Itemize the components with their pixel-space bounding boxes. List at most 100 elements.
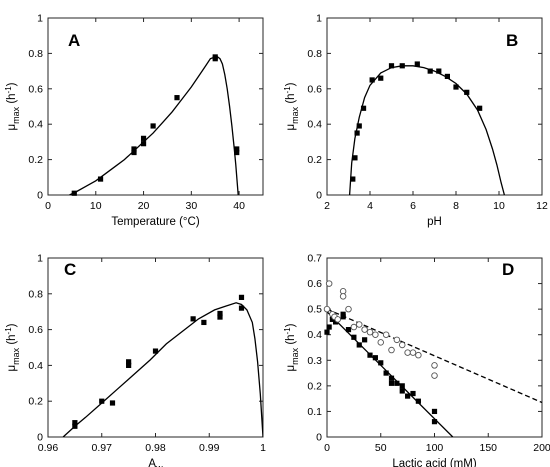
y-axis-label: μmax (h-1) — [283, 323, 300, 371]
data-point-square — [71, 190, 77, 196]
y-tick-label: 0.6 — [307, 83, 322, 95]
y-tick-label: 0.4 — [28, 119, 43, 131]
y-tick-label: 0.6 — [28, 324, 43, 336]
data-point-square — [190, 316, 196, 322]
x-tick-label: 0.98 — [145, 442, 166, 454]
x-tick-label: 8 — [453, 200, 459, 212]
y-tick-label: 0.4 — [307, 329, 322, 341]
data-point-square — [356, 123, 362, 129]
y-axis-label: μmax (h-1) — [4, 82, 21, 130]
data-point-square — [444, 73, 450, 80]
data-point-square — [453, 84, 459, 90]
y-tick-label: 0.8 — [28, 288, 43, 300]
y-label-close: ) — [6, 323, 18, 327]
y-label-exp: -1 — [283, 86, 292, 94]
fit-curve — [327, 311, 454, 437]
data-point-square — [356, 342, 362, 348]
data-point-square — [378, 75, 384, 81]
data-point-circle — [361, 326, 368, 333]
data-point-square — [201, 319, 207, 326]
data-point-square — [378, 360, 384, 366]
data-point-square — [388, 63, 395, 69]
y-label-exp: -1 — [283, 327, 292, 335]
x-tick-label: 0 — [324, 442, 330, 454]
data-point-square — [350, 176, 356, 182]
data-point-circle — [334, 316, 342, 323]
data-point-circle — [372, 331, 379, 338]
panel-letter: B — [506, 31, 518, 50]
x-tick-label: 200 — [533, 442, 550, 454]
data-point-circle — [431, 372, 438, 379]
x-tick-label: 1 — [260, 442, 266, 454]
data-point-square — [109, 400, 116, 406]
data-point-square — [72, 420, 78, 426]
y-tick-label: 0 — [316, 190, 322, 202]
data-point-square — [369, 77, 375, 83]
y-label-unit: (h — [285, 334, 297, 347]
x-tick-label: 2 — [324, 200, 330, 212]
x-tick-label: 0 — [45, 200, 51, 212]
data-point-square — [234, 146, 240, 152]
y-label-close: ) — [285, 82, 297, 86]
data-point-circle — [399, 341, 406, 349]
y-tick-label: 0.2 — [28, 154, 43, 166]
x-tick-label: 0.97 — [92, 442, 113, 454]
data-point-square — [362, 337, 368, 343]
data-point-circle — [388, 346, 395, 354]
data-point-circle — [350, 323, 358, 331]
y-tick-label: 0.1 — [307, 406, 322, 418]
panel-b: pH μmax (h-1) 2 4 6 8 10 12 0 0.2 0.4 0.6 0.8 1 B — [283, 13, 548, 229]
data-point-square — [126, 362, 132, 368]
data-point-circle — [339, 293, 347, 300]
y-tick-label: 0.2 — [307, 154, 322, 166]
y-label-unit: (h — [6, 93, 18, 106]
data-point-square — [324, 329, 330, 335]
x-label-sub: w — [155, 463, 163, 467]
panel-letter: A — [68, 31, 80, 50]
x-axis-label: Temperature (°C) — [111, 216, 199, 228]
data-point-circle — [345, 305, 352, 313]
y-label-unit: (h — [285, 93, 297, 106]
data-point-circle — [325, 280, 333, 287]
panel-c: Aw μmax (h-1) 0.96 0.97 0.98 0.99 1 0 0.2 0.4 0.… — [4, 253, 266, 467]
data-point-circle — [431, 362, 438, 369]
data-point-square — [388, 380, 395, 386]
panel-letter: C — [64, 260, 76, 279]
data-point-square — [217, 314, 223, 320]
data-point-square — [140, 135, 147, 141]
data-point-square — [477, 105, 483, 111]
panel-letter: D — [502, 260, 514, 279]
data-point-circle — [377, 339, 385, 346]
y-tick-label: 0.8 — [307, 48, 322, 60]
series-group — [62, 302, 263, 437]
data-point-square — [360, 105, 367, 111]
data-point-square — [345, 327, 352, 333]
y-label-close: ) — [6, 82, 18, 86]
data-point-square — [333, 319, 339, 325]
y-label-exp: -1 — [4, 327, 13, 335]
dashed-fit-line — [327, 308, 542, 404]
y-tick-label: 0.7 — [307, 253, 322, 265]
x-tick-label: 0.96 — [38, 442, 59, 454]
data-point-square — [97, 176, 104, 182]
plot-frame — [47, 257, 264, 438]
data-point-square — [238, 294, 245, 300]
data-point-square — [354, 130, 360, 136]
data-point-circle — [409, 349, 417, 356]
series-group — [348, 65, 506, 195]
data-point-square — [410, 390, 416, 397]
data-point-square — [352, 155, 358, 161]
data-point-square — [415, 398, 421, 404]
y-label-sub: max — [290, 347, 300, 365]
x-tick-label: 10 — [493, 200, 505, 212]
x-tick-label: 4 — [367, 200, 373, 212]
y-tick-label: 0.6 — [28, 83, 43, 95]
data-point-square — [436, 68, 442, 74]
data-point-circle — [404, 349, 411, 356]
y-tick-label: 0.6 — [307, 278, 322, 290]
x-tick-label: 12 — [536, 200, 548, 212]
y-tick-label: 1 — [37, 13, 43, 25]
y-tick-label: 1 — [316, 13, 322, 25]
data-point-square — [399, 388, 405, 394]
data-point-circle — [382, 331, 390, 338]
